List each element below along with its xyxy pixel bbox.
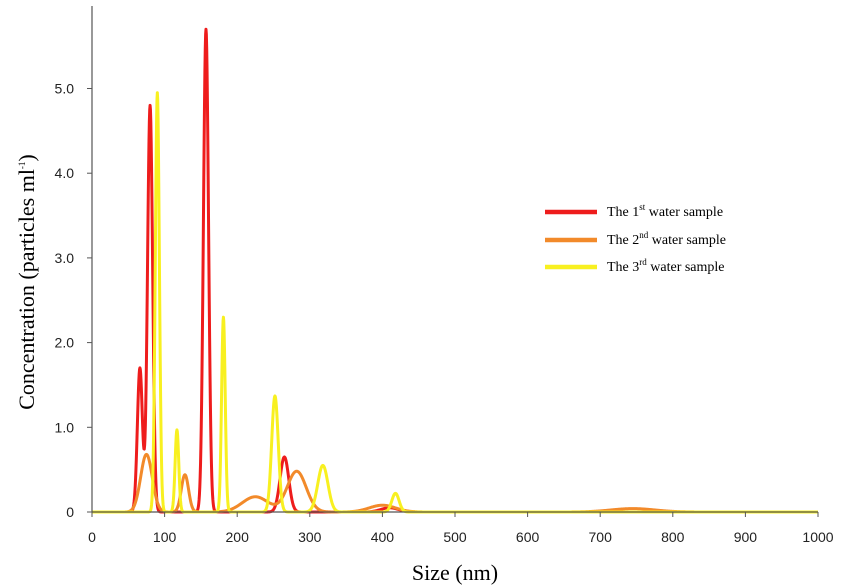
x-tick-label: 900 [734,529,758,545]
x-ticks: 0 100 200 300 400 500 600 700 800 900 1000 [88,512,834,545]
y-tick-label: 3.0 [55,250,75,266]
x-axis-title: Size (nm) [412,560,498,585]
legend-item-2: The 2nd water sample [545,230,726,248]
y-ticks: 0 1.0 2.0 3.0 4.0 5.0 [55,81,92,520]
y-tick-label: 5.0 [55,81,75,97]
y-tick-label: 0 [66,504,74,520]
legend-label-3: The 3rd water sample [607,257,725,275]
y-tick-label: 1.0 [55,419,75,435]
x-tick-label: 1000 [802,529,833,545]
legend-item-3: The 3rd water sample [545,257,725,275]
x-tick-label: 800 [661,529,685,545]
legend: The 1st water sample The 2nd water sampl… [545,202,726,275]
x-tick-label: 700 [589,529,613,545]
y-axis-title: Concentration (particles ml-1) [14,154,39,410]
x-tick-label: 400 [371,529,395,545]
x-tick-label: 200 [226,529,250,545]
legend-item-1: The 1st water sample [545,202,723,220]
x-tick-label: 0 [88,529,96,545]
y-tick-label: 2.0 [55,335,75,351]
x-tick-label: 100 [153,529,177,545]
x-tick-label: 500 [443,529,467,545]
legend-label-2: The 2nd water sample [607,230,726,248]
x-tick-label: 600 [516,529,540,545]
x-tick-label: 300 [298,529,322,545]
legend-label-1: The 1st water sample [607,202,723,220]
y-tick-label: 4.0 [55,165,75,181]
